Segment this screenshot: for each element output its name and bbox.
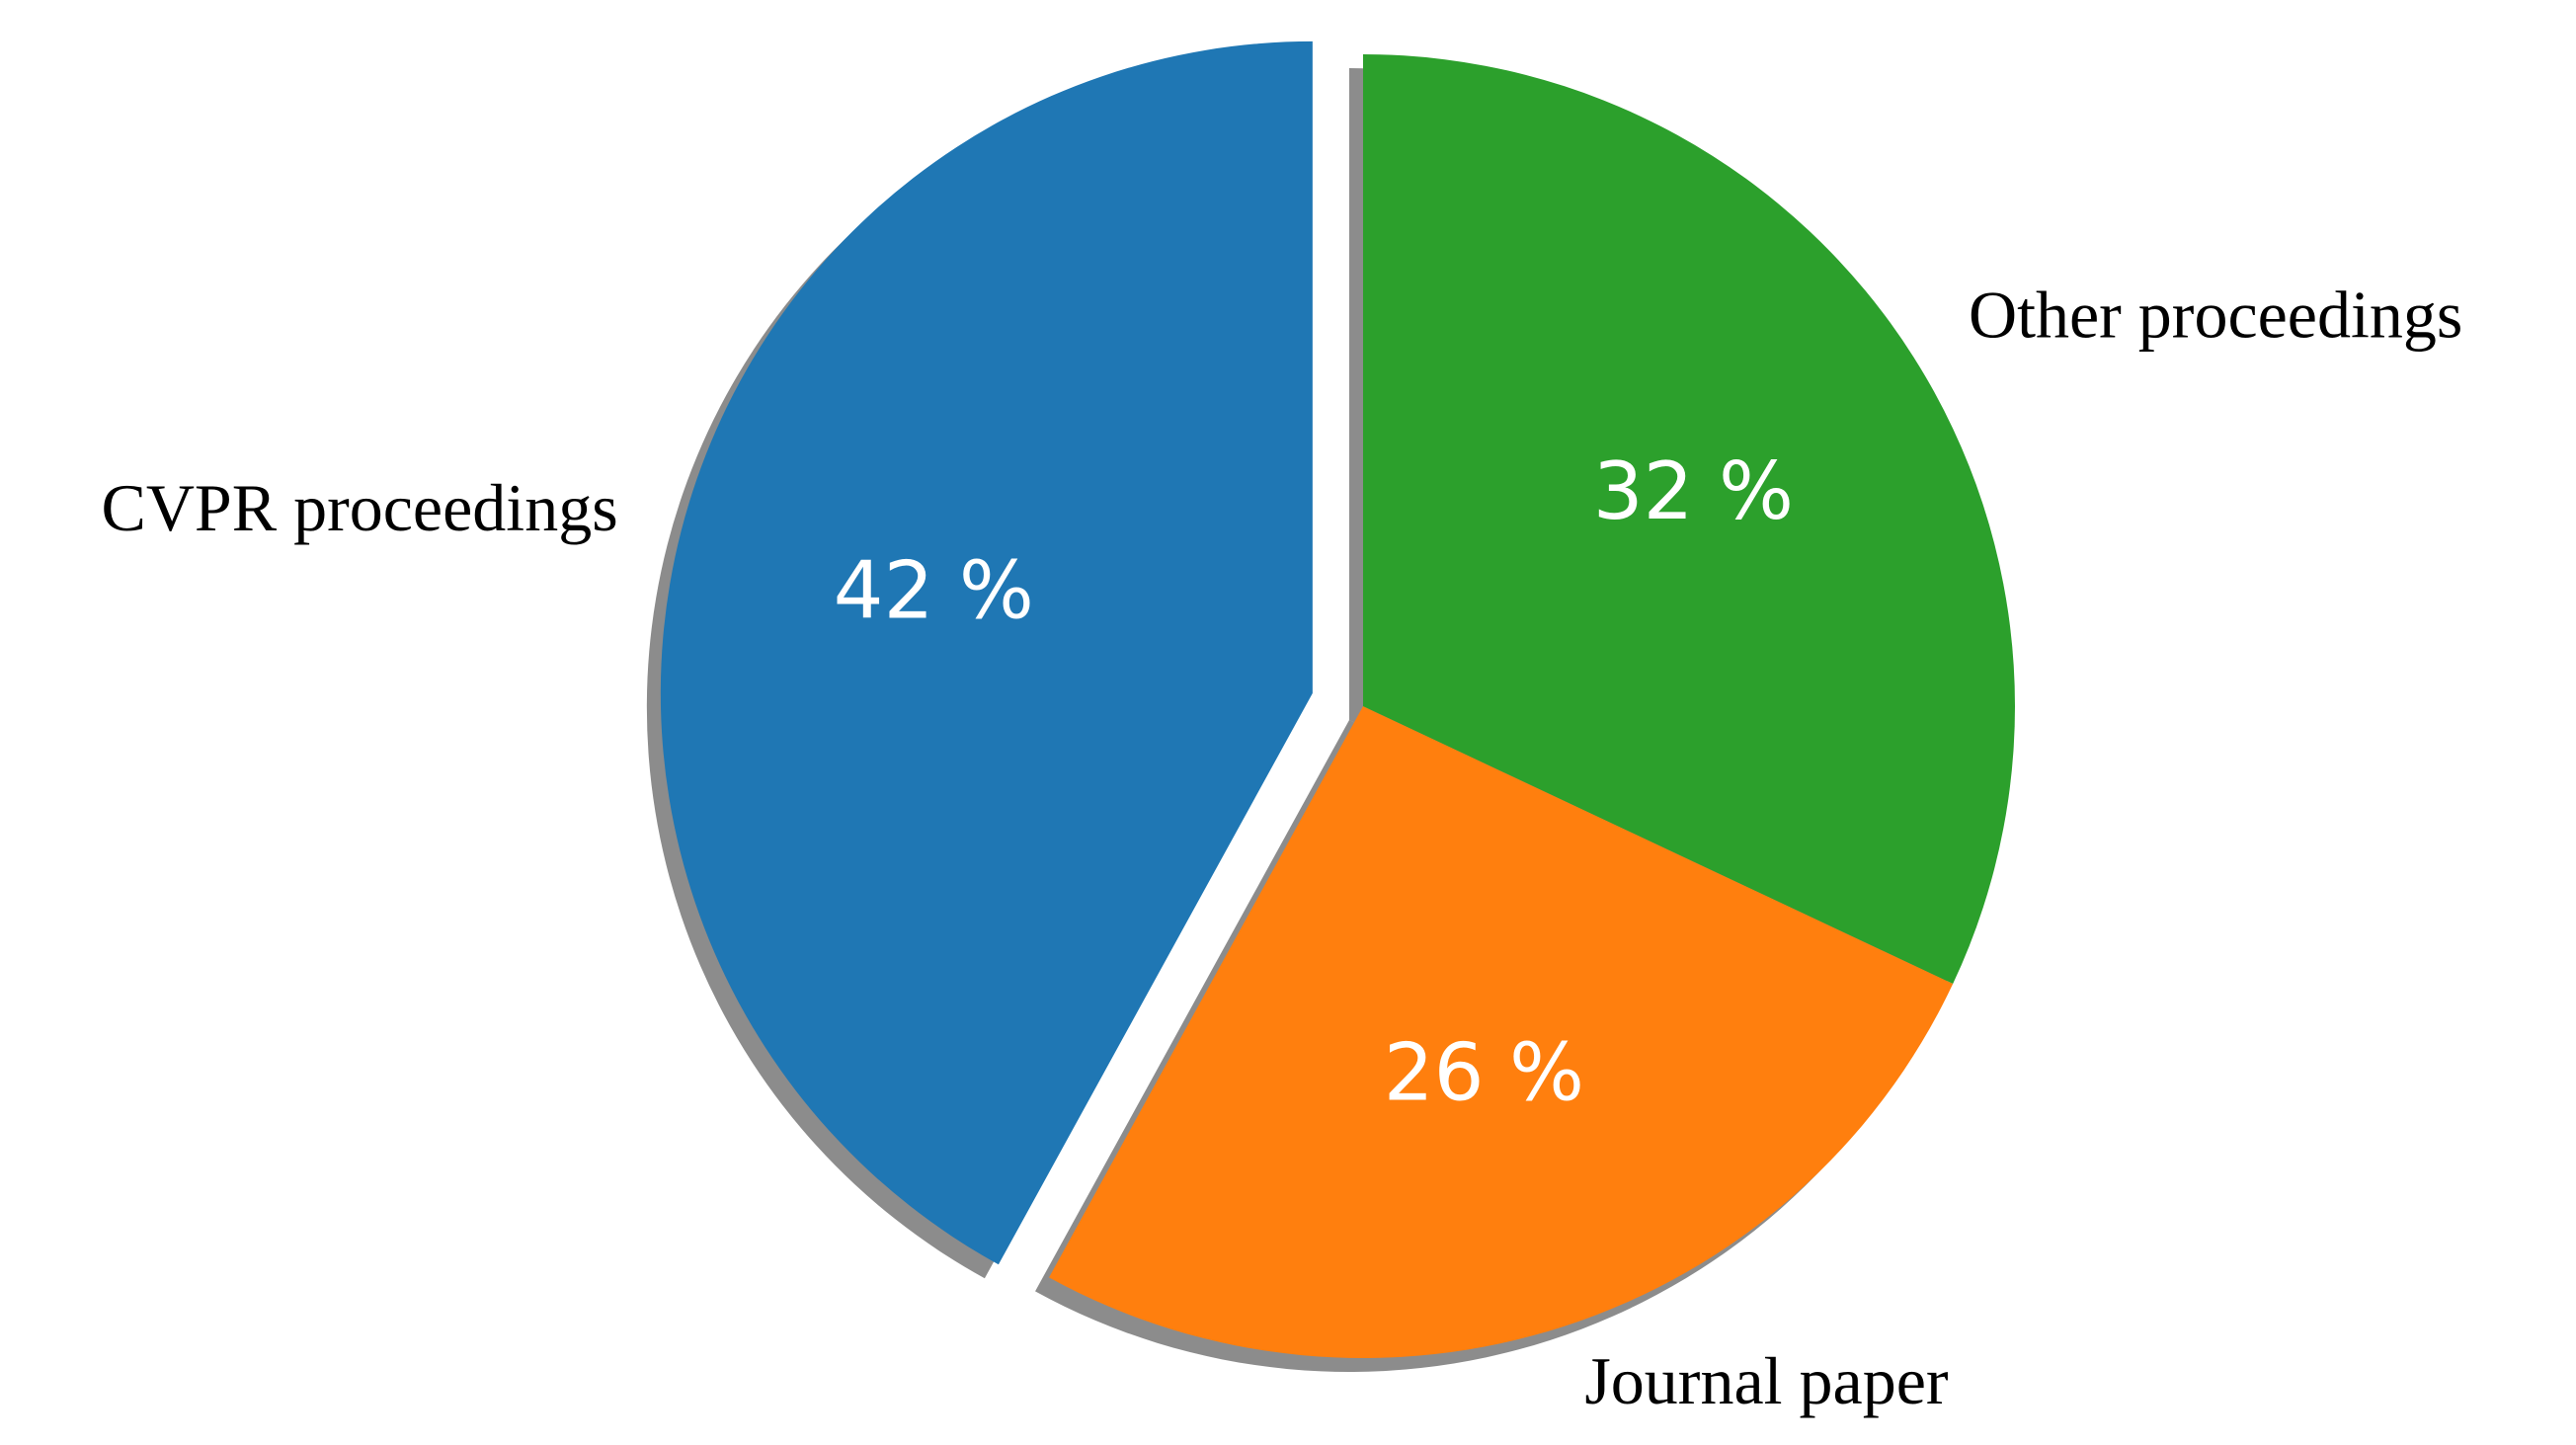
value-label: 32 % (1593, 445, 1794, 537)
category-label: CVPR proceedings (101, 470, 617, 545)
category-label: Journal paper (1584, 1343, 1949, 1418)
wedge (1363, 54, 2015, 985)
category-label: Other proceedings (1969, 278, 2462, 353)
value-label: 26 % (1384, 1027, 1584, 1119)
value-label: 42 % (834, 544, 1034, 636)
wedge (1049, 706, 1954, 1358)
wedge (660, 40, 1313, 1265)
